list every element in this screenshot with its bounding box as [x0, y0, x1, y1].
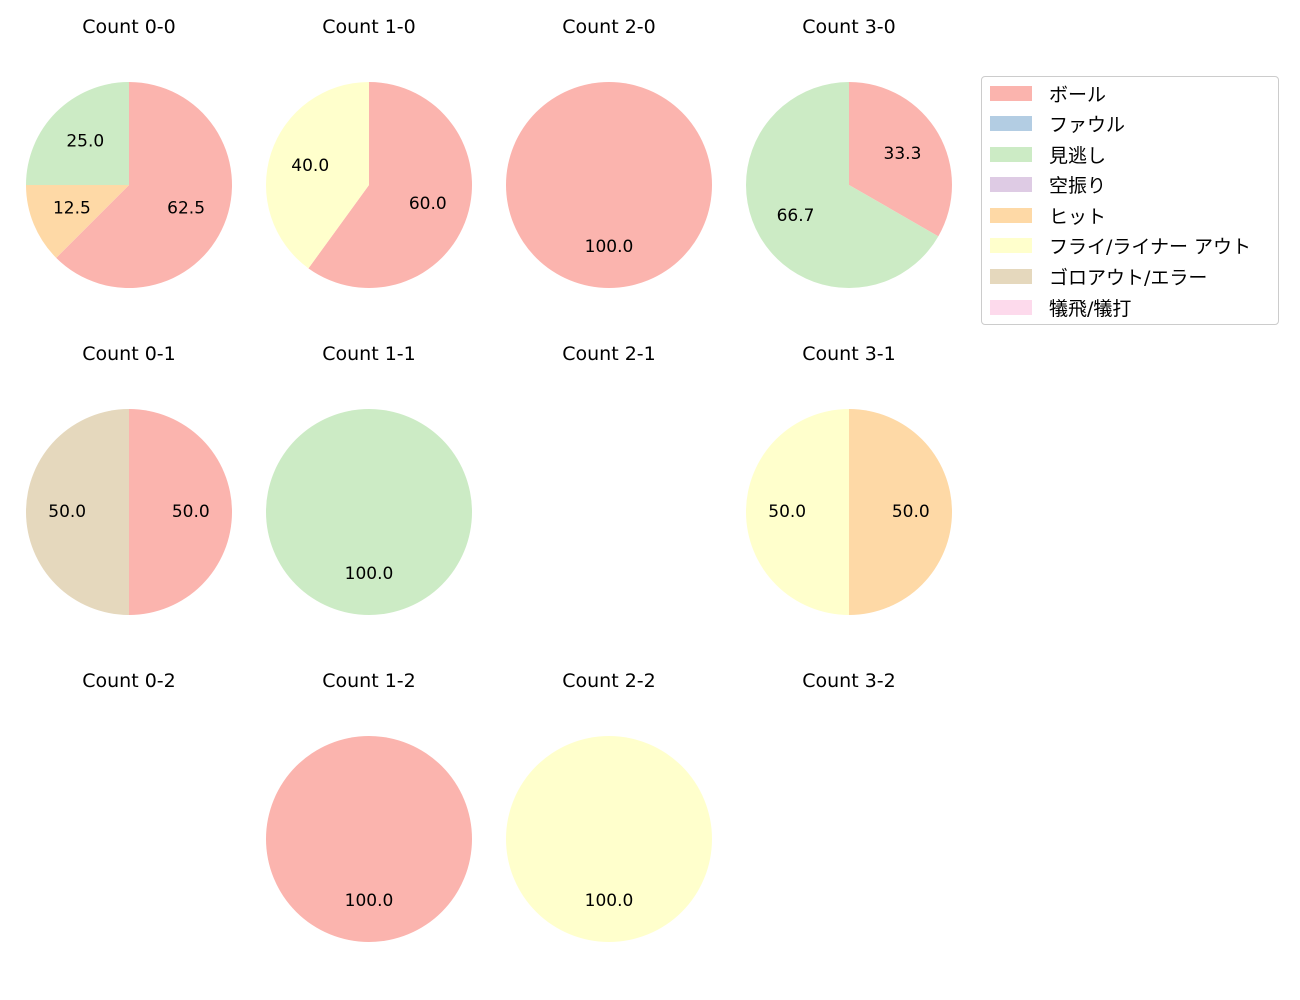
legend-item-sacrifice: 犠飛/犠打 — [990, 297, 1131, 320]
pie-slice — [849, 409, 952, 615]
slice-label: 60.0 — [409, 194, 447, 214]
slice-label: 62.5 — [167, 199, 205, 219]
pie-title: Count 0-1 — [82, 343, 176, 365]
legend-item-ground-out: ゴロアウト/エラー — [990, 266, 1207, 289]
slice-label: 50.0 — [768, 502, 806, 522]
slice-label: 50.0 — [172, 502, 210, 522]
pie-slice — [746, 409, 849, 615]
pie-slice — [129, 409, 232, 615]
legend-label: 犠飛/犠打 — [1049, 297, 1132, 320]
pie-title: Count 1-0 — [322, 16, 416, 38]
pie-title: Count 0-0 — [82, 16, 176, 38]
pie-title: Count 1-2 — [322, 670, 416, 692]
legend-swatch — [990, 207, 1032, 223]
pie-slice — [506, 736, 712, 942]
slice-label: 100.0 — [585, 891, 634, 911]
legend-swatch — [990, 146, 1032, 162]
pie-slice — [746, 82, 939, 288]
slice-label: 33.3 — [884, 144, 922, 164]
legend-swatch — [990, 299, 1032, 315]
pie-chart: 50.0 50.0 — [26, 409, 232, 615]
slice-label: 50.0 — [892, 502, 930, 522]
legend-swatch — [990, 237, 1032, 253]
pie-title: Count 3-2 — [802, 670, 896, 692]
pie-slice — [266, 736, 472, 942]
legend-label: ゴロアウト/エラー — [1049, 266, 1208, 289]
slice-label: 40.0 — [291, 156, 329, 176]
pie-chart: 100.0 — [266, 409, 472, 615]
pie-chart: 60.0 40.0 — [266, 82, 472, 288]
pie-chart: 50.0 50.0 — [746, 409, 952, 615]
pie-title: Count 2-0 — [562, 16, 656, 38]
pie-slice — [26, 185, 129, 258]
pie-chart: 100.0 — [506, 82, 712, 288]
pie-title: Count 3-1 — [802, 343, 896, 365]
pie-slice — [26, 409, 129, 615]
legend-swatch — [990, 85, 1032, 101]
pie-title: Count 2-2 — [562, 670, 656, 692]
slice-label: 12.5 — [53, 199, 91, 219]
pie-slice — [506, 82, 712, 288]
legend-label: 見逃し — [1049, 144, 1107, 167]
legend-label: フライ/ライナー アウト — [1049, 235, 1252, 258]
legend-swatch — [990, 115, 1032, 131]
legend-item-swinging-strike: 空振り — [990, 174, 1106, 197]
legend-item-foul: ファウル — [990, 113, 1125, 136]
pie-chart: 100.0 — [506, 736, 712, 942]
legend-label: ファウル — [1049, 113, 1126, 136]
slice-label: 66.7 — [777, 206, 815, 226]
pie-chart: 33.3 66.7 — [746, 82, 952, 288]
legend-label: 空振り — [1049, 174, 1107, 197]
pie-title: Count 2-1 — [562, 343, 656, 365]
slice-label: 100.0 — [345, 891, 394, 911]
legend-swatch — [990, 176, 1032, 192]
legend-swatch — [990, 268, 1032, 284]
slice-label: 25.0 — [66, 131, 104, 151]
legend-label: ヒット — [1049, 205, 1107, 228]
pie-chart: 62.5 12.5 25.0 — [26, 82, 232, 288]
slice-label: 100.0 — [345, 564, 394, 584]
slice-label: 100.0 — [585, 237, 634, 257]
legend-item-called-strike: 見逃し — [990, 144, 1106, 167]
pie-chart: 100.0 — [266, 736, 472, 942]
legend-item-ball: ボール — [990, 83, 1106, 106]
legend-item-fly-out: フライ/ライナー アウト — [990, 235, 1251, 258]
pie-slice — [56, 82, 232, 288]
legend-item-hit: ヒット — [990, 205, 1106, 228]
legend-label: ボール — [1049, 83, 1107, 106]
pie-slice — [849, 82, 952, 237]
pie-slice — [26, 82, 129, 185]
pie-slice — [308, 82, 472, 288]
legend: ボール ファウル 見逃し 空振り ヒット フライ/ライナー アウト ゴロアウト/… — [981, 76, 1279, 325]
pie-title: Count 3-0 — [802, 16, 896, 38]
pie-title: Count 0-2 — [82, 670, 176, 692]
slice-label: 50.0 — [48, 502, 86, 522]
pie-slice — [266, 409, 472, 615]
pie-slice — [266, 82, 369, 269]
pie-title: Count 1-1 — [322, 343, 416, 365]
